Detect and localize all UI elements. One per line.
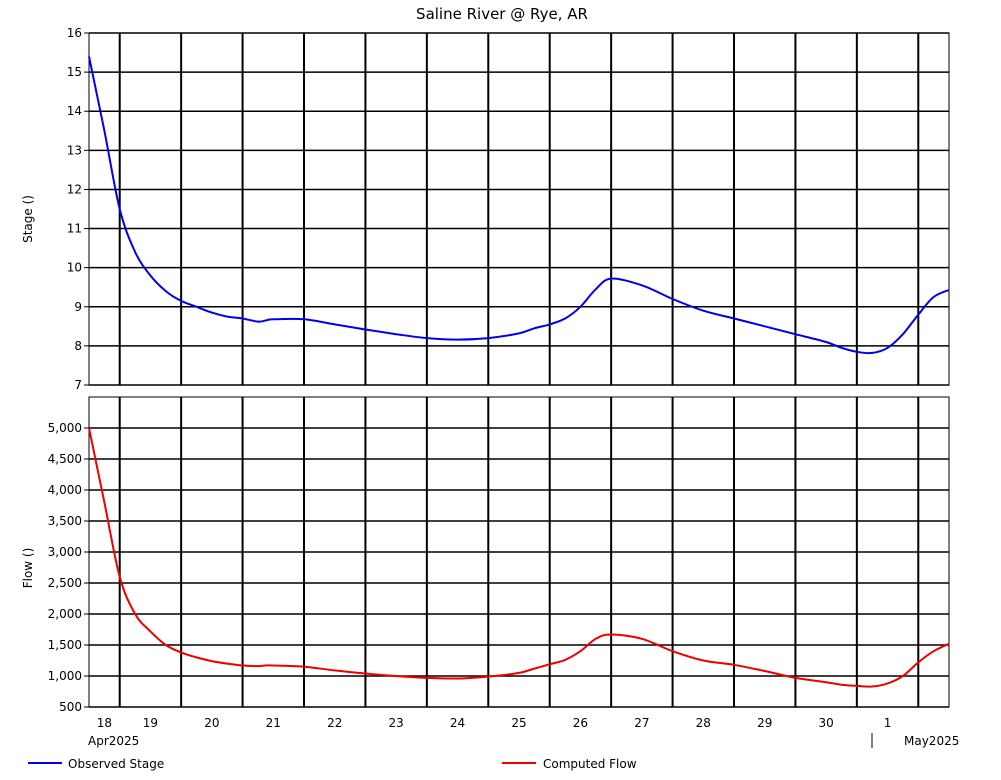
flow-axis-label: Flow () <box>21 548 35 589</box>
stage-y-tick-label: 11 <box>67 222 82 236</box>
x-tick-label: 28 <box>696 716 711 730</box>
x-tick-label: 21 <box>266 716 281 730</box>
x-tick-label: 29 <box>757 716 772 730</box>
stage-axis-label: Stage () <box>21 195 35 243</box>
stage-y-tick-label: 9 <box>74 300 82 314</box>
stage-y-tick-label: 13 <box>67 143 82 157</box>
flow-y-tick-label: 2,500 <box>48 576 82 590</box>
x-tick-label: 22 <box>327 716 342 730</box>
x-tick-label: 24 <box>450 716 465 730</box>
x-axis: 18 19 20 21 22 23 24 25 26 27 28 29 30 1 Apr2025 May2… <box>88 716 959 748</box>
stage-y-tick-label: 14 <box>67 104 82 118</box>
x-month-label-may: May2025 <box>904 734 959 748</box>
x-tick-label: 30 <box>819 716 834 730</box>
flow-y-tick-label: 500 <box>59 700 82 714</box>
stage-y-tick-label: 8 <box>74 339 82 353</box>
x-tick-label: 25 <box>511 716 526 730</box>
flow-y-tick-label: 1,500 <box>48 638 82 652</box>
flow-series-group <box>88 427 950 688</box>
flow-panel: 500 1,000 1,500 2,000 2,500 3,000 3,500 4,000 4,… <box>21 396 950 714</box>
flow-y-tick-label: 1,000 <box>48 669 82 683</box>
x-tick-label: 19 <box>143 716 158 730</box>
x-tick-label: 18 <box>97 716 112 730</box>
legend-stage-label: Observed Stage <box>68 757 164 771</box>
flow-y-tick-label: 3,500 <box>48 514 82 528</box>
x-tick-label: 27 <box>634 716 649 730</box>
legend-flow-label: Computed Flow <box>543 757 637 771</box>
stage-y-tick-label: 12 <box>67 182 82 196</box>
stage-panel: 7 8 9 10 11 12 13 14 15 16 Stage () <box>21 26 950 392</box>
x-tick-label: 1 <box>884 716 892 730</box>
flow-gridlines <box>84 396 950 708</box>
x-tick-label: 23 <box>389 716 404 730</box>
flow-y-tick-labels: 500 1,000 1,500 2,000 2,500 3,000 3,500 4,000 4,… <box>48 421 82 714</box>
flow-y-tick-label: 4,500 <box>48 452 82 466</box>
x-month-label-apr: Apr2025 <box>88 734 139 748</box>
stage-series-group <box>88 56 950 355</box>
x-tick-label: 20 <box>204 716 219 730</box>
stage-y-tick-label: 7 <box>74 378 82 392</box>
chart-title: Saline River @ Rye, AR <box>416 5 588 23</box>
flow-y-tick-label: 3,000 <box>48 545 82 559</box>
stage-y-tick-label: 10 <box>67 261 82 275</box>
stage-series-line <box>88 56 950 355</box>
x-day-labels: 18 19 20 21 22 23 24 25 26 27 28 29 30 1 <box>97 716 892 730</box>
flow-series-line <box>88 427 950 688</box>
flow-y-tick-label: 4,000 <box>48 483 82 497</box>
stage-y-tick-label: 15 <box>67 65 82 79</box>
stage-y-tick-labels: 7 8 9 10 11 12 13 14 15 16 <box>67 26 82 392</box>
x-tick-label: 26 <box>573 716 588 730</box>
stage-y-tick-label: 16 <box>67 26 82 40</box>
stage-gridlines <box>84 32 950 386</box>
legend: Observed Stage Computed Flow <box>28 757 637 771</box>
stage-plot-frame <box>88 32 950 386</box>
flow-y-tick-label: 5,000 <box>48 421 82 435</box>
flow-y-tick-label: 2,000 <box>48 607 82 621</box>
